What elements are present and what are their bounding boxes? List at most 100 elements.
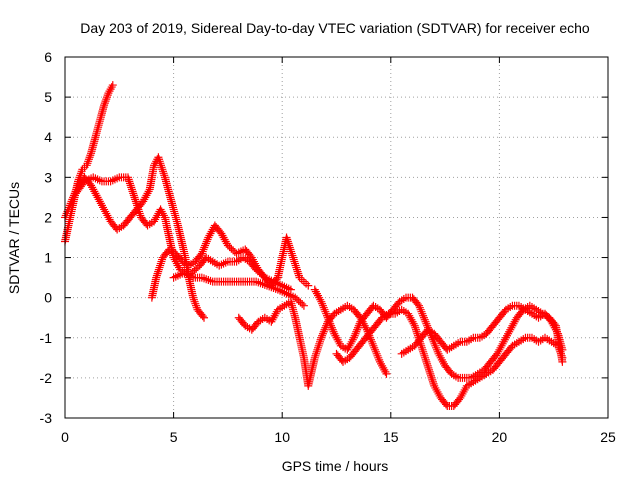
data-point-marker [324, 315, 333, 324]
data-point-marker [202, 237, 211, 246]
data-point-marker [420, 351, 429, 360]
data-point-marker [507, 323, 516, 332]
data-point-marker [283, 237, 292, 246]
data-point-marker [428, 375, 437, 384]
data-point-marker [317, 297, 326, 306]
data-point-marker [327, 321, 336, 330]
data-point-marker [375, 357, 384, 366]
data-point-marker [84, 155, 93, 164]
data-point-marker [325, 317, 334, 326]
data-point-marker [420, 315, 429, 324]
data-point-marker [220, 235, 229, 244]
data-point-marker [312, 347, 321, 356]
data-point-marker [381, 367, 390, 376]
data-point-marker [198, 312, 207, 321]
data-point-marker [269, 313, 278, 322]
y-tick-label: 3 [44, 169, 52, 185]
data-point-marker [506, 325, 515, 334]
data-point-marker [372, 349, 381, 358]
x-tick-label: 10 [274, 429, 290, 445]
data-point-marker [152, 273, 161, 282]
data-point-marker [310, 353, 319, 362]
data-point-marker [152, 271, 161, 280]
data-point-marker [62, 209, 71, 218]
data-point-marker [103, 211, 112, 220]
data-point-marker [107, 83, 116, 92]
data-point-marker [367, 337, 376, 346]
data-point-marker [433, 387, 442, 396]
data-point-marker [558, 345, 567, 354]
plot-frame [64, 56, 609, 419]
data-point-marker [419, 313, 428, 322]
data-point-marker [294, 269, 303, 278]
data-point-marker [435, 351, 444, 360]
data-point-marker [456, 393, 465, 402]
data-point-marker [158, 167, 167, 176]
data-point-marker [310, 285, 319, 294]
axis-ticks: 0 5 10 15 20 25 -3 -2 -1 0 1 2 3 4 5 6 [40, 49, 616, 445]
data-point-marker [160, 171, 169, 180]
data-point-marker [155, 263, 164, 272]
data-point-marker [93, 175, 102, 184]
data-point-marker [102, 95, 111, 104]
data-point-marker [156, 261, 165, 270]
data-point-marker [285, 241, 294, 250]
data-point-marker [415, 301, 424, 310]
data-point-marker [314, 343, 323, 352]
data-point-marker [99, 203, 108, 212]
data-point-marker [101, 97, 110, 106]
data-point-marker [312, 289, 321, 298]
data-point-marker [101, 207, 110, 216]
data-point-marker [291, 259, 300, 268]
series-track-i [397, 301, 567, 358]
y-tick-label: 4 [44, 129, 52, 145]
data-point-marker [547, 317, 556, 326]
data-point-marker [423, 359, 432, 368]
y-tick-label: 5 [44, 89, 52, 105]
data-point-marker [374, 353, 383, 362]
data-point-marker [299, 301, 308, 310]
data-point-marker [361, 323, 370, 332]
data-point-marker [103, 91, 112, 100]
data-point-marker [331, 331, 340, 340]
data-point-marker [431, 383, 440, 392]
data-point-marker [151, 215, 160, 224]
data-point-marker [548, 319, 557, 328]
data-point-marker [286, 285, 295, 294]
data-point-marker [346, 339, 355, 348]
data-point-marker [326, 319, 335, 328]
data-point-marker [377, 359, 386, 368]
data-point-marker [458, 389, 467, 398]
data-point-marker [348, 335, 357, 344]
data-point-marker [317, 333, 326, 342]
data-point-marker [421, 317, 430, 326]
data-point-marker [66, 199, 75, 208]
data-point-marker [299, 277, 308, 286]
data-point-marker [286, 245, 295, 254]
y-tick-label: 1 [44, 250, 52, 266]
data-point-marker [315, 339, 324, 348]
data-point-marker [426, 369, 435, 378]
data-point-marker [173, 261, 182, 270]
data-point-marker [206, 229, 215, 238]
data-point-marker [418, 345, 427, 354]
data-point-marker [125, 177, 134, 186]
data-point-marker [150, 217, 159, 226]
data-point-marker [127, 183, 136, 192]
data-point-marker [64, 205, 73, 214]
data-point-marker [332, 333, 341, 342]
data-point-marker [191, 299, 200, 308]
data-point-marker [434, 389, 443, 398]
data-point-marker [158, 255, 167, 264]
data-point-marker [320, 305, 329, 314]
data-point-marker [156, 159, 165, 168]
data-point-marker [94, 195, 103, 204]
data-point-marker [134, 205, 143, 214]
data-point-marker [428, 377, 437, 386]
data-point-marker [84, 157, 93, 166]
data-point-marker [353, 325, 362, 334]
data-point-marker [95, 197, 104, 206]
data-point-marker [290, 257, 299, 266]
data-point-marker [140, 195, 149, 204]
